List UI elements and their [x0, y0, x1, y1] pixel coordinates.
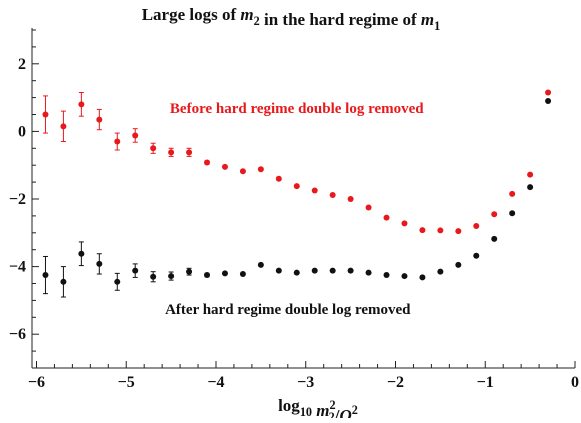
data-point: [114, 138, 121, 145]
text-part: log: [278, 396, 300, 415]
x-tick-label: −4: [207, 374, 224, 391]
data-point: [545, 97, 552, 104]
x-axis-label: log10 m2 2/Q2: [278, 396, 358, 418]
annotation-layer: Before hard regime double log removed Aft…: [165, 101, 424, 318]
data-point: [311, 187, 318, 194]
data-point: [132, 132, 139, 139]
data-point: [329, 267, 336, 274]
data-point: [527, 184, 534, 191]
text-part: Q: [340, 406, 352, 418]
y-tick-label: 2: [18, 56, 26, 73]
data-point: [150, 145, 157, 152]
data-point: [168, 273, 175, 280]
series-label-1: After hard regime double log removed: [165, 302, 411, 318]
data-point: [437, 268, 444, 275]
series-1: [42, 97, 552, 298]
text-part: m: [240, 5, 253, 24]
data-point: [60, 278, 67, 285]
data-point: [168, 149, 175, 156]
data-point: [491, 235, 498, 242]
data-point: [293, 269, 300, 276]
axes: −6 −5 −4 −3 −2 −1 0 2 0 −2 −4 −6: [9, 28, 579, 391]
data-point: [455, 261, 462, 268]
series-layer: [42, 89, 552, 298]
data-point: [401, 220, 408, 227]
data-point: [114, 278, 121, 285]
data-point: [473, 223, 480, 230]
x-tick-label: 0: [571, 374, 579, 391]
data-point: [545, 89, 552, 96]
data-point: [204, 159, 211, 166]
data-point: [257, 166, 264, 173]
data-point: [96, 116, 103, 123]
data-point: [221, 163, 228, 170]
data-point: [186, 149, 193, 156]
text-part: 2: [254, 14, 260, 28]
text-part: 10: [300, 405, 312, 418]
text-part: /: [334, 406, 340, 418]
series-0: [42, 89, 552, 235]
y-tick-label: −2: [9, 191, 26, 208]
data-point: [383, 272, 390, 279]
text-part: Large logs of: [142, 5, 241, 24]
chart-title: Large logs of m2 in the hard regime of m…: [142, 5, 441, 33]
y-tick-label: −4: [9, 259, 26, 276]
data-point: [132, 267, 139, 274]
data-point: [221, 270, 228, 277]
data-point: [365, 269, 372, 276]
data-point: [401, 273, 408, 280]
y-tick-label: 0: [18, 123, 26, 140]
data-point: [275, 175, 282, 182]
data-point: [509, 210, 516, 217]
data-point: [419, 274, 426, 281]
data-point: [204, 272, 211, 279]
data-point: [365, 204, 372, 211]
data-point: [509, 190, 516, 197]
data-point: [275, 267, 282, 274]
data-point: [78, 250, 85, 257]
x-tick-label: −6: [28, 374, 45, 391]
data-point: [42, 111, 49, 118]
text-part: 1: [434, 19, 440, 33]
x-tick-label: −2: [387, 374, 404, 391]
x-tick-label: −1: [477, 374, 494, 391]
data-point: [186, 268, 193, 275]
data-point: [437, 227, 444, 234]
x-tick-label: −5: [118, 374, 135, 391]
data-point: [455, 228, 462, 235]
data-point: [419, 227, 426, 234]
data-point: [311, 267, 318, 274]
data-point: [78, 101, 85, 108]
text-part: m: [421, 10, 434, 29]
data-point: [347, 196, 354, 202]
text-part: 2: [352, 403, 358, 417]
data-point: [473, 252, 480, 259]
data-point: [527, 171, 534, 178]
data-point: [491, 211, 498, 218]
data-point: [347, 267, 354, 274]
text-part: in the hard regime of: [260, 10, 421, 29]
y-tick-label: −6: [9, 326, 26, 343]
series-label-0: Before hard regime double log removed: [170, 101, 424, 117]
text-part: m: [316, 401, 329, 418]
data-point: [329, 191, 336, 198]
data-point: [150, 273, 157, 280]
data-point: [383, 214, 390, 221]
data-point: [239, 271, 246, 278]
data-point: [42, 272, 49, 279]
data-point: [257, 261, 264, 268]
data-point: [239, 168, 246, 175]
data-point: [293, 183, 300, 190]
x-tick-label: −3: [297, 374, 314, 391]
data-point: [96, 260, 103, 267]
data-point: [60, 123, 67, 130]
